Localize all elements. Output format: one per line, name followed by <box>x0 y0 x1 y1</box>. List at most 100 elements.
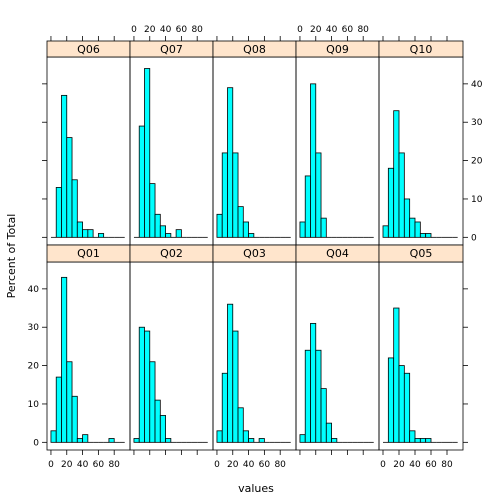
x-tick-label: 40 <box>77 460 89 470</box>
y-tick-label: 0 <box>33 438 39 448</box>
x-tick-label: 60 <box>259 460 271 470</box>
histogram-bar <box>310 83 317 238</box>
histogram-bar <box>144 330 151 443</box>
histogram-bar <box>76 438 83 443</box>
histogram-bar <box>299 221 306 238</box>
x-tick-label: 60 <box>176 25 188 35</box>
y-tick-label: 10 <box>471 195 483 205</box>
histogram-bar <box>216 213 223 238</box>
histogram-bar <box>414 221 421 238</box>
histogram-bar <box>414 438 421 443</box>
histogram-bar <box>320 388 327 443</box>
panel-q05: Q05 <box>378 244 464 451</box>
histogram-bar <box>315 349 322 443</box>
histogram-bar <box>216 430 223 443</box>
x-tick-label: 80 <box>357 25 369 35</box>
x-tick-label: 0 <box>214 460 220 470</box>
x-tick-label: 20 <box>393 460 405 470</box>
histogram-bar <box>221 152 228 238</box>
panel-q08: Q08 <box>212 40 297 246</box>
panel-q01: Q01 <box>46 244 131 451</box>
y-tick-label: 40 <box>28 285 40 295</box>
histogram-bar <box>165 233 172 238</box>
strip-label: Q08 <box>243 43 266 56</box>
histogram-bar <box>50 430 57 443</box>
panel-q10: Q10 <box>378 40 464 246</box>
histogram-bar <box>138 326 145 443</box>
strip-label: Q04 <box>326 247 349 260</box>
histogram-bar <box>61 94 68 238</box>
histogram-bar <box>144 68 151 238</box>
x-tick-label: 0 <box>131 25 137 35</box>
histogram-bar <box>227 303 234 443</box>
histogram-bar <box>398 152 405 238</box>
panel-q02: Q02 <box>129 244 214 451</box>
strip-label: Q01 <box>77 247 100 260</box>
histogram-bar <box>149 183 156 238</box>
histogram-bar <box>108 438 115 443</box>
histogram-bar <box>175 229 182 238</box>
y-axis-title: Percent of Total <box>5 214 18 299</box>
x-tick-label: 40 <box>409 460 421 470</box>
x-tick-label: 40 <box>243 460 255 470</box>
x-tick-label: 80 <box>108 460 120 470</box>
strip-label: Q03 <box>243 247 266 260</box>
histogram-bar <box>154 399 161 443</box>
histogram-bar <box>393 110 400 238</box>
histogram-bar <box>232 152 239 238</box>
histogram-bar <box>55 376 62 443</box>
panels-layer: Q06 Q07 Q08 Q09 Q10 Q01 Q02 Q03 Q04 Q05 <box>46 40 464 451</box>
strip-label: Q06 <box>77 43 100 56</box>
histogram-bar <box>165 438 172 443</box>
histogram-bar <box>232 330 239 443</box>
x-tick-label: 20 <box>144 25 156 35</box>
histogram-bar <box>387 167 395 238</box>
histogram-bar <box>66 137 73 238</box>
histogram-bar <box>242 430 249 443</box>
strip-label: Q09 <box>326 43 349 56</box>
histogram-bar <box>133 438 140 443</box>
x-tick-label: 20 <box>61 460 73 470</box>
histogram-bar <box>398 365 405 443</box>
histogram-bar <box>71 395 78 443</box>
x-tick-label: 80 <box>441 460 453 470</box>
histogram-bar <box>425 438 432 443</box>
histogram-bar <box>71 179 78 238</box>
x-tick-label: 20 <box>310 25 322 35</box>
histogram-bar <box>159 225 166 238</box>
histogram-bar <box>403 372 411 443</box>
histogram-bar <box>154 213 161 238</box>
y-tick-label: 10 <box>28 400 40 410</box>
x-tick-label: 0 <box>297 25 303 35</box>
x-tick-label: 80 <box>274 460 286 470</box>
histogram-bar <box>299 434 306 443</box>
axes-layer: 0 20 40 60 80 0 20 40 60 80 0 20 40 60 800 20 40 60 80 0 20 4… <box>28 25 483 470</box>
panel-q06: Q06 <box>46 40 131 246</box>
histogram-bar <box>331 438 338 443</box>
y-tick-label: 40 <box>471 80 483 90</box>
panel-q04: Q04 <box>295 244 380 451</box>
strip-q10 <box>378 40 464 58</box>
histogram-bar <box>258 438 265 443</box>
histogram-bar <box>403 198 411 238</box>
histogram-bar <box>419 233 427 238</box>
strip-label: Q02 <box>160 247 183 260</box>
x-tick-label: 40 <box>160 25 172 35</box>
x-tick-label: 40 <box>326 25 338 35</box>
histogram-bar <box>304 349 311 443</box>
strip-label: Q10 <box>410 43 433 56</box>
histogram-bar <box>409 217 416 238</box>
histogram-bar <box>304 175 311 238</box>
y-tick-label: 30 <box>28 323 40 333</box>
y-tick-label: 0 <box>471 233 477 243</box>
histogram-bar <box>82 434 89 443</box>
x-tick-label: 60 <box>93 460 105 470</box>
x-tick-label: 60 <box>425 460 437 470</box>
histogram-bar <box>425 233 432 238</box>
histogram-bar <box>97 233 105 238</box>
strip-label: Q07 <box>160 43 183 56</box>
x-tick-label: 60 <box>342 25 354 35</box>
y-tick-label: 20 <box>471 157 483 167</box>
histogram-bar <box>248 438 255 443</box>
